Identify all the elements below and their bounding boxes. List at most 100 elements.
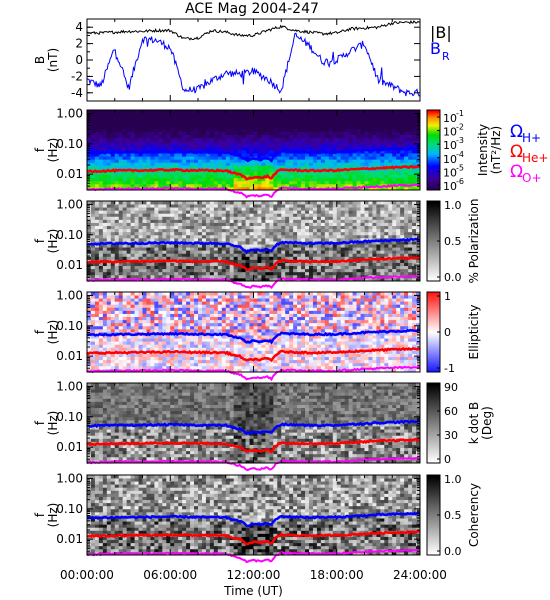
spectrogram-cell [309, 177, 314, 182]
spectrogram-cell [130, 210, 135, 214]
spectrogram-cell [201, 180, 207, 185]
spectrogram-cell [356, 277, 361, 282]
spectrogram-cell [277, 153, 282, 157]
spectrogram-cell [249, 213, 254, 217]
spectrogram-cell [392, 156, 397, 160]
spectrogram-cell [217, 216, 223, 220]
spectrogram-cell [368, 125, 373, 129]
spectrogram-cell [94, 125, 100, 129]
spectrogram-cell [162, 125, 167, 129]
spectrogram-cell [102, 244, 108, 248]
spectrogram-cell [348, 210, 353, 214]
spectrogram-cell [102, 325, 108, 330]
spectrogram-cell [158, 268, 163, 273]
spectrogram-cell [98, 347, 104, 351]
spectrogram-cell [221, 140, 227, 145]
spectrogram-cell [110, 119, 116, 123]
spectrogram-cell [253, 213, 258, 217]
spectrogram-cell [241, 225, 246, 230]
spectrogram-cell [146, 122, 151, 126]
spectrogram-cell [316, 122, 322, 126]
spectrogram-cell [94, 310, 100, 314]
y-axis-label: B [33, 56, 47, 64]
spectrogram-cell [114, 359, 120, 364]
spectrogram-cell [122, 210, 128, 214]
spectrogram-cell [102, 310, 108, 314]
spectrogram-cell [356, 177, 361, 182]
spectrogram-cell [328, 146, 334, 151]
spectrogram-cell [201, 247, 207, 251]
spectrogram-cell [273, 213, 278, 217]
spectrogram-cell [344, 119, 350, 123]
spectrogram-cell [368, 207, 373, 211]
spectrogram-cell [201, 201, 207, 205]
spectrogram-cell [221, 222, 227, 227]
spectrogram-cell [293, 165, 298, 169]
spectrogram-cell [174, 262, 179, 267]
spectrogram-cell [396, 219, 401, 223]
spectrogram-cell [408, 277, 413, 282]
spectrogram-cell [285, 271, 290, 276]
spectrogram-cell [305, 210, 310, 214]
spectrogram-cell [261, 274, 266, 279]
spectrogram-cell [360, 237, 365, 242]
spectrogram-cell [134, 125, 139, 129]
spectrogram-cell [305, 119, 310, 123]
spectrogram-cell [106, 216, 112, 220]
spectrogram-cell [328, 140, 334, 145]
spectrogram-cell [396, 222, 401, 227]
spectrogram-cell [106, 307, 112, 311]
spectrogram-cell [316, 234, 322, 239]
spectrogram-cell [245, 216, 250, 220]
spectrogram-cell [301, 228, 306, 233]
spectrogram-cell [376, 244, 381, 248]
spectrogram-cell [404, 153, 409, 157]
spectrogram-cell [90, 137, 96, 142]
spectrogram-cell [170, 159, 175, 163]
spectrogram-cell [285, 146, 290, 151]
spectrogram-cell [166, 162, 171, 166]
spectrogram-cell [162, 146, 167, 151]
spectrogram-cell [198, 116, 203, 120]
spectrogram-cell [332, 213, 338, 217]
spectrogram-cell [233, 274, 239, 279]
colorbar-swatch [427, 205, 440, 208]
spectrogram-cell [253, 253, 258, 257]
spectrogram-cell [396, 186, 401, 191]
spectrogram-cell [376, 265, 381, 270]
spectrogram-cell [396, 110, 401, 114]
spectrogram-cell [356, 234, 361, 239]
spectrogram-cell [364, 228, 369, 233]
spectrogram-cell [293, 237, 298, 242]
spectrogram-cell [106, 171, 112, 176]
spectrogram-cell [340, 165, 346, 169]
spectrogram-cell [114, 110, 120, 114]
spectrogram-cell [316, 143, 322, 148]
spectrogram-cell [344, 216, 350, 220]
spectrogram-cell [102, 222, 108, 227]
spectrogram-cell [245, 231, 250, 236]
spectrogram-cell [130, 201, 135, 205]
spectrogram-cell [348, 204, 353, 208]
spectrogram-cell [372, 143, 377, 148]
spectrogram-cell [225, 159, 231, 163]
spectrogram-cell [217, 146, 223, 151]
spectrogram-cell [309, 268, 314, 273]
spectrogram-cell [416, 153, 421, 157]
spectrogram-cell [277, 180, 282, 185]
spectrogram-cell [98, 207, 104, 211]
spectrogram-cell [360, 171, 365, 176]
spectrogram-cell [138, 222, 143, 227]
spectrogram-cell [162, 213, 167, 217]
spectrogram-cell [245, 162, 250, 166]
spectrogram-cell [356, 247, 361, 251]
spectrogram-cell [265, 140, 270, 145]
spectrogram-cell [340, 113, 346, 117]
spectrogram-cell [122, 359, 128, 364]
spectrogram-cell [122, 265, 128, 270]
spectrogram-cell [320, 183, 326, 188]
spectrogram-cell [380, 150, 385, 154]
spectrogram-cell [269, 210, 274, 214]
spectrogram-cell [110, 213, 116, 217]
spectrogram-cell [158, 131, 163, 136]
